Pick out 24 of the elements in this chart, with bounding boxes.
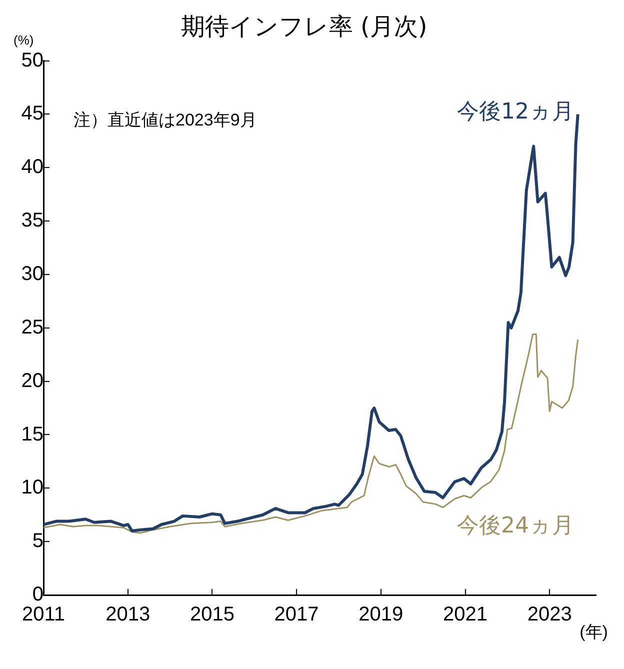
chart-title: 期待インフレ率 (月次) bbox=[180, 12, 428, 41]
y-tick-label: 10 bbox=[21, 476, 44, 499]
x-tick-label: 2013 bbox=[106, 604, 150, 626]
annotation: 注）直近値は2023年9月 bbox=[74, 110, 257, 130]
y-tick-label: 15 bbox=[21, 423, 44, 446]
x-tick-label: 2017 bbox=[274, 604, 319, 626]
x-tick-label: 2019 bbox=[358, 604, 404, 626]
x-tick-label: 2011 bbox=[22, 604, 66, 626]
x-tick-label: 2023 bbox=[527, 604, 572, 626]
y-tick-label: 50 bbox=[21, 49, 44, 72]
series-label: 今後12ヵ月 bbox=[457, 100, 574, 125]
y-tick-label: 25 bbox=[21, 316, 44, 338]
x-tick-label: 2021 bbox=[443, 604, 488, 626]
x-tick-label: 2015 bbox=[190, 604, 234, 626]
y-axis-title: (%) bbox=[14, 32, 34, 48]
y-tick-label: 0 bbox=[32, 584, 44, 606]
y-tick-label: 40 bbox=[21, 156, 44, 178]
y-tick-label: 5 bbox=[32, 530, 44, 552]
series-label: 今後24ヵ月 bbox=[457, 514, 574, 539]
y-tick-label: 45 bbox=[21, 102, 44, 125]
y-tick-label: 35 bbox=[21, 210, 44, 232]
y-tick-label: 20 bbox=[21, 370, 44, 392]
x-axis-title: (年) bbox=[580, 622, 608, 642]
y-tick-label: 30 bbox=[21, 262, 44, 285]
